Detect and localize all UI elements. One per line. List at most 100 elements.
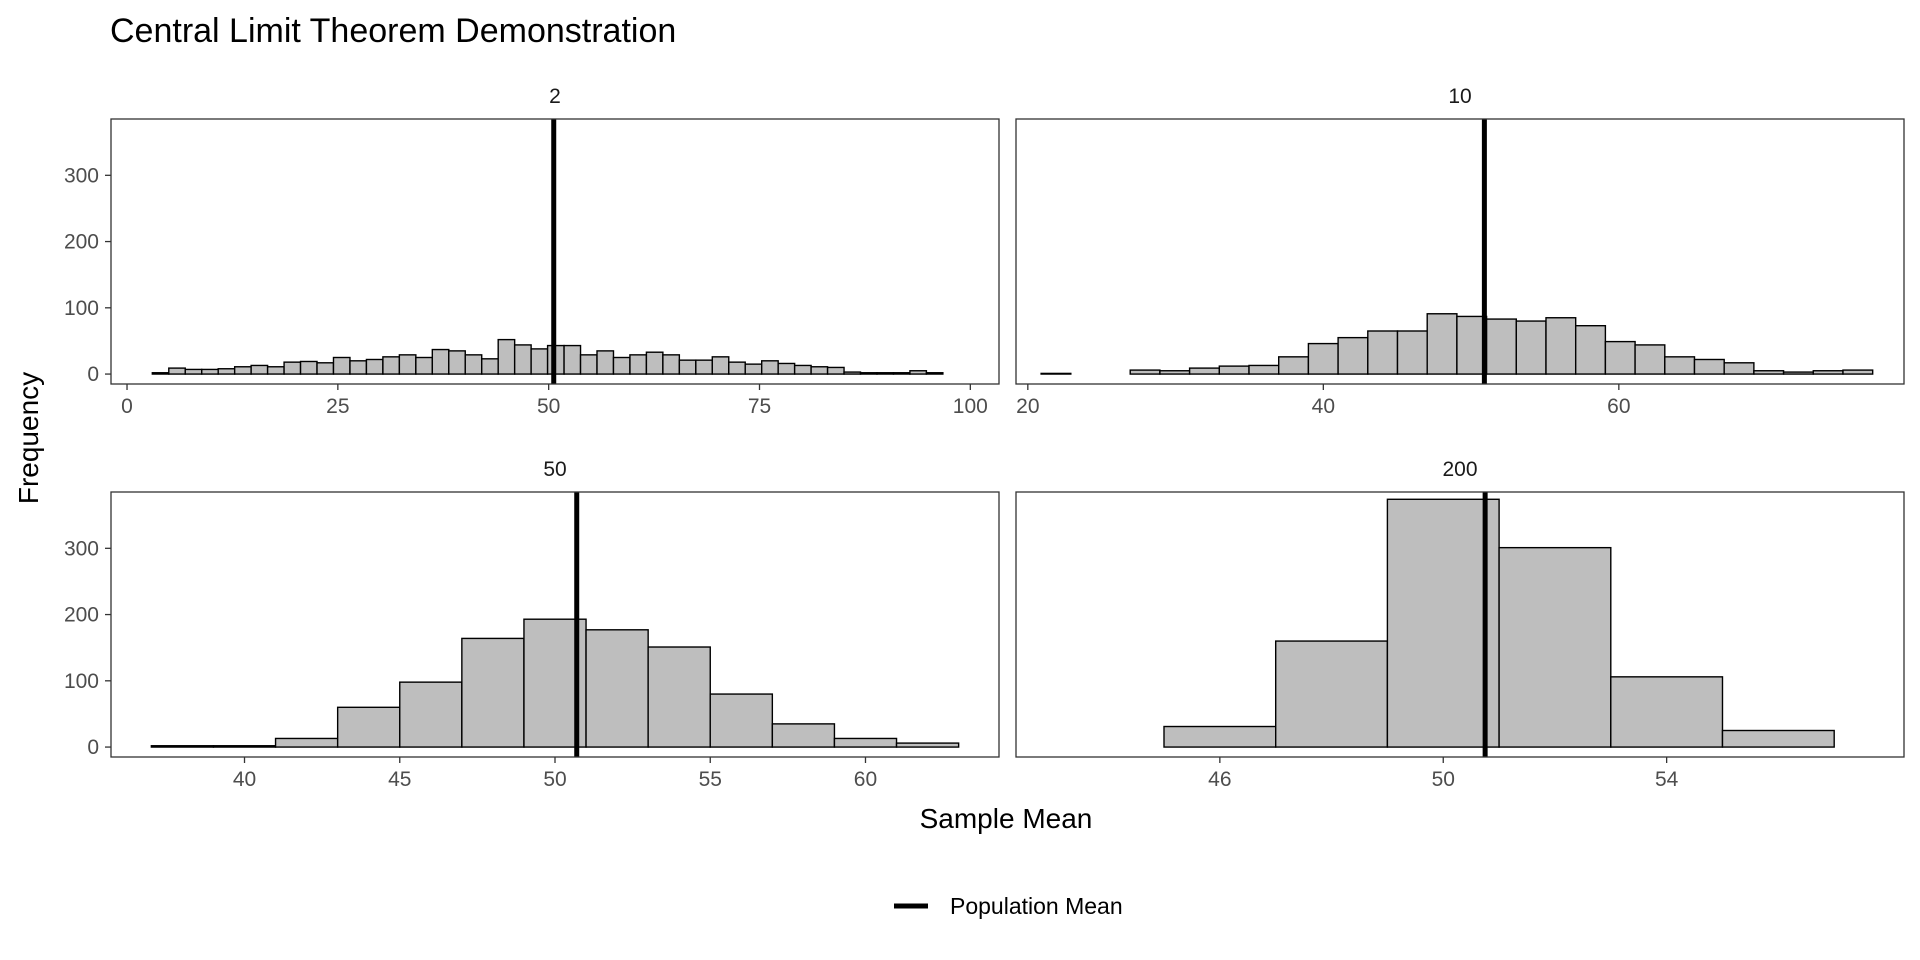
histogram-bar <box>1812 370 1844 375</box>
histogram-bar <box>168 367 186 375</box>
histogram-bar <box>448 350 466 375</box>
histogram-bar <box>596 350 615 375</box>
y-tick-label: 300 <box>64 537 99 560</box>
histogram-bar <box>233 366 252 375</box>
histogram-bar <box>761 360 779 375</box>
histogram-bar <box>1337 336 1369 375</box>
histogram-bar <box>1515 320 1547 375</box>
histogram-bar <box>1634 344 1666 375</box>
x-tick-label: 40 <box>1312 395 1335 418</box>
histogram-bar <box>892 372 911 375</box>
histogram-bar <box>365 358 384 375</box>
x-axis-title: Sample Mean <box>920 803 1093 834</box>
y-tick-label: 300 <box>64 164 99 187</box>
histogram-bar <box>1545 317 1577 375</box>
x-tick-label: 50 <box>543 768 566 791</box>
histogram-bar <box>662 354 681 375</box>
histogram-bar <box>810 366 829 375</box>
histogram-bar <box>563 344 582 375</box>
histogram-bar <box>1498 546 1612 748</box>
x-tick-label: 25 <box>326 395 349 418</box>
histogram-bar <box>744 363 763 375</box>
histogram-bar <box>1159 370 1191 375</box>
facet-panel-50: 50 40 45 50 55 60 0 100 200 300 <box>64 458 1000 791</box>
histogram-bar <box>1753 370 1785 375</box>
histogram-bar <box>1386 498 1500 748</box>
x-tick-label: 50 <box>1432 768 1455 791</box>
histogram-bar <box>1307 342 1339 375</box>
histogram-bar <box>151 372 170 375</box>
y-tick-label: 200 <box>64 604 99 627</box>
histogram-bar <box>895 742 960 748</box>
histogram-bar <box>398 354 417 375</box>
histogram-bar <box>382 356 401 375</box>
panel-border <box>110 118 1000 385</box>
y-tick-label: 0 <box>87 363 99 386</box>
x-tick-label: 45 <box>388 768 411 791</box>
x-tick-label: 75 <box>748 395 771 418</box>
histogram-bar <box>925 372 944 375</box>
histogram-bar <box>826 366 845 375</box>
histogram-bar <box>1426 313 1458 375</box>
histogram-bar <box>1485 318 1517 375</box>
histogram-bar <box>217 368 236 375</box>
x-tick-label: 40 <box>233 768 256 791</box>
facet-panel-200: 200 46 50 54 <box>1015 458 1905 791</box>
histogram-bar <box>1610 676 1724 748</box>
histogram-bar <box>299 360 318 375</box>
y-tick-label: 200 <box>64 231 99 254</box>
x-tick-label: 55 <box>699 768 722 791</box>
histogram-bar <box>415 356 434 375</box>
x-tick-label: 60 <box>854 768 877 791</box>
facet-panel-2: 2 0 25 50 75 100 0 100 200 300 <box>64 85 1000 418</box>
histogram-bar <box>1842 369 1874 375</box>
histogram-bar <box>709 693 774 748</box>
facet-strip-label: 10 <box>1448 85 1471 108</box>
histogram-bar <box>461 637 525 748</box>
histogram-bar <box>481 358 499 375</box>
x-tick-label: 46 <box>1208 768 1231 791</box>
histogram-bar <box>332 356 351 375</box>
histogram-bar <box>1664 356 1696 375</box>
y-tick-label: 0 <box>87 736 99 759</box>
histogram-bar <box>1693 358 1725 375</box>
y-tick-label: 100 <box>64 297 99 320</box>
histogram-bar <box>833 737 898 748</box>
panel-border <box>1015 491 1905 758</box>
histogram-bar <box>513 344 532 375</box>
facet-strip-label: 2 <box>549 85 561 108</box>
histogram-bar <box>212 745 277 748</box>
histogram-bar <box>1129 369 1161 375</box>
histogram-bar <box>399 681 463 748</box>
histogram-bar <box>909 370 928 375</box>
legend-label: Population Mean <box>950 893 1123 919</box>
histogram-bar <box>645 351 664 375</box>
histogram-bar <box>585 629 649 748</box>
histogram-bar <box>250 364 269 375</box>
histogram-bar <box>497 338 516 375</box>
chart-title: Central Limit Theorem Demonstration <box>110 12 676 50</box>
histogram-bar <box>266 366 285 375</box>
histogram-bar <box>777 362 796 375</box>
histogram-bar <box>283 361 302 375</box>
x-tick-label: 20 <box>1016 395 1039 418</box>
x-tick-label: 50 <box>537 395 560 418</box>
histogram-bar <box>612 356 631 375</box>
x-tick-label: 54 <box>1655 768 1679 791</box>
panel-border <box>1015 118 1905 385</box>
histogram-bar <box>1782 371 1814 375</box>
x-tick-label: 0 <box>121 395 133 418</box>
histogram-bar <box>859 372 878 375</box>
histogram-bar <box>1574 325 1607 375</box>
histogram-bar <box>1188 367 1221 375</box>
histogram-bar <box>1604 340 1636 375</box>
facet-strip-label: 50 <box>543 458 566 481</box>
histogram-bar <box>695 359 713 375</box>
histogram-bar <box>464 354 483 375</box>
histogram-bar <box>1721 729 1835 748</box>
histogram-bar <box>1396 330 1428 375</box>
facet-strip-label: 200 <box>1442 458 1477 481</box>
histogram-bar <box>336 706 401 748</box>
histogram-bar <box>316 362 335 375</box>
